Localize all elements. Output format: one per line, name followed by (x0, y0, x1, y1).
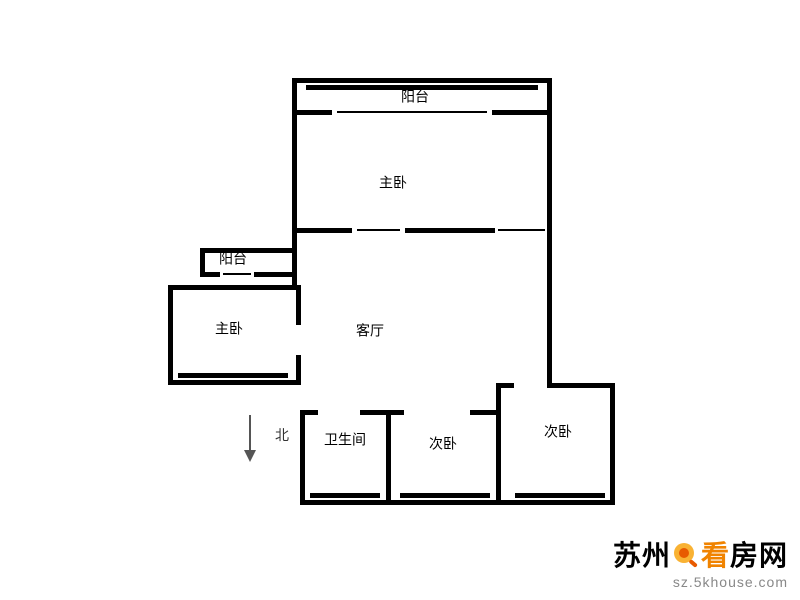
room-label-balcony_top: 阳台 (401, 89, 429, 105)
room-label-bath: 卫生间 (324, 432, 366, 448)
wm-text-1: 苏州 (613, 540, 671, 571)
room-label-balcony_small: 阳台 (219, 251, 247, 267)
walls (168, 78, 615, 505)
magnifier-icon (671, 541, 701, 576)
watermark-url: sz.5khouse.com (613, 574, 788, 590)
room-label-living: 客厅 (356, 323, 384, 339)
room-label-second_right: 次卧 (544, 424, 572, 440)
site-watermark: 苏州看房网 sz.5khouse.com (613, 534, 788, 590)
room-label-master_left: 主卧 (215, 321, 243, 337)
wm-text-2: 看 (701, 540, 730, 571)
compass-north: 北 (244, 415, 289, 462)
room-label-master_top: 主卧 (379, 175, 407, 191)
room-label-second_mid: 次卧 (429, 436, 457, 452)
floor-plan: 阳台主卧阳台主卧客厅卫生间次卧次卧 北 (0, 0, 800, 600)
room-labels: 阳台主卧阳台主卧客厅卫生间次卧次卧 (215, 89, 572, 452)
wm-text-3: 房网 (730, 540, 788, 571)
watermark-title: 苏州看房网 (613, 534, 788, 576)
compass-label: 北 (275, 427, 289, 443)
